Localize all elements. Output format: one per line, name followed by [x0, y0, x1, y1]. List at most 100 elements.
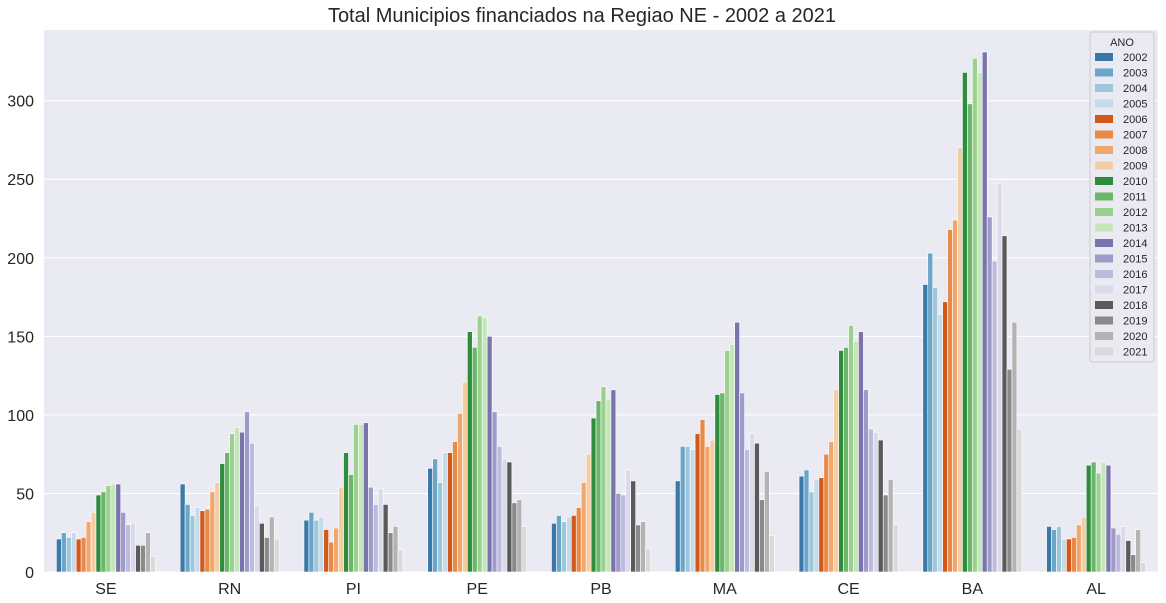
legend-label: 2008	[1123, 145, 1147, 157]
bar-PI-2006	[323, 529, 329, 573]
bar-SE-2015	[120, 512, 126, 573]
bar-AL-2015	[1110, 527, 1117, 573]
legend-swatch	[1095, 146, 1113, 154]
legend-label: 2004	[1123, 83, 1147, 95]
bar-PI-2015	[367, 486, 374, 573]
bar-PI-2011	[348, 474, 354, 573]
bar-AL-2019	[1130, 554, 1137, 573]
bar-PI-2014	[363, 422, 369, 573]
legend-swatch	[1095, 270, 1113, 278]
bar-PI-2020	[392, 526, 399, 573]
legend-swatch	[1095, 84, 1113, 92]
bar-MA-2005	[689, 449, 696, 573]
bar-MA-2019	[759, 499, 765, 573]
bar-AL-2013	[1100, 461, 1107, 573]
legend-label: 2011	[1123, 192, 1147, 204]
legend-box	[1089, 31, 1155, 363]
bar-MA-2013	[729, 343, 735, 573]
bar-CE-2013	[853, 340, 859, 573]
bar-PI-2008	[333, 527, 339, 573]
bar-CE-2006	[818, 477, 825, 573]
bar-PB-2021	[645, 548, 651, 573]
legend-swatch	[1095, 223, 1113, 232]
bar-PB-2007	[575, 507, 582, 573]
bar-CE-2021	[892, 524, 899, 573]
bar-PB-2016	[620, 494, 627, 573]
bar-BA-2007	[947, 229, 953, 573]
bar-PI-2010	[343, 452, 349, 573]
legend-label: 2002	[1123, 52, 1147, 64]
y-tick-label: 0	[25, 565, 34, 582]
legend-label: 2009	[1123, 161, 1147, 173]
bar-CE-2012	[848, 325, 854, 573]
bar-PB-2003	[556, 515, 562, 573]
legend-items: 2002 2003 2004 2005 2006 2007 2008 2009 2010 2011…	[1095, 52, 1147, 359]
bar-PE-2013	[481, 317, 488, 573]
bar-PB-2019	[635, 524, 641, 573]
legend-label: 2007	[1123, 130, 1147, 142]
bar-SE-2002	[56, 538, 62, 573]
bar-BA-2018	[1001, 235, 1008, 573]
bar-RN-2009	[214, 482, 221, 573]
bar-RN-2012	[229, 433, 235, 573]
bar-PE-2008	[457, 413, 463, 573]
bar-RN-2010	[219, 463, 226, 573]
legend-label: 2006	[1123, 114, 1147, 126]
bar-MA-2016	[744, 449, 750, 573]
bar-SE-2014	[115, 483, 122, 573]
y-tick-label: 150	[7, 329, 34, 346]
bar-PE-2016	[496, 446, 503, 573]
bar-AL-2016	[1115, 533, 1122, 573]
bar-PI-2013	[358, 424, 364, 573]
legend-label: 2018	[1123, 300, 1147, 312]
bar-MA-2015	[739, 392, 745, 573]
bar-BA-2011	[967, 103, 973, 573]
bar-MA-2020	[764, 471, 770, 573]
bar-BA-2009	[957, 147, 963, 573]
bar-PB-2011	[595, 400, 602, 573]
legend-label: 2015	[1123, 254, 1147, 266]
x-tick-label: PI	[346, 581, 361, 598]
legend-label: 2012	[1123, 207, 1147, 219]
bar-PI-2003	[308, 512, 315, 573]
bar-PI-2017	[377, 488, 384, 573]
bar-MA-2011	[719, 392, 726, 573]
bar-BA-2002	[922, 284, 929, 573]
bar-BA-2004	[932, 287, 938, 573]
bar-AL-2006	[1066, 538, 1072, 573]
x-tick-label: SE	[95, 581, 116, 598]
legend-label: 2005	[1123, 99, 1147, 111]
legend-label: 2020	[1123, 331, 1147, 343]
legend: ANO 2002 2003 2004 2005 2006 2007 2008 2009 2010…	[1089, 31, 1155, 363]
legend-label: 2003	[1123, 68, 1147, 80]
bar-BA-2010	[962, 72, 968, 573]
bar-AL-2010	[1085, 464, 1092, 573]
x-tick-label: CE	[837, 581, 859, 598]
bar-CE-2003	[803, 469, 810, 573]
legend-swatch	[1095, 161, 1113, 170]
bars	[56, 51, 1146, 573]
legend-swatch	[1095, 130, 1113, 139]
bar-RN-2011	[224, 452, 230, 573]
bar-RN-2019	[264, 537, 270, 573]
bar-CE-2005	[813, 479, 820, 573]
bar-PE-2011	[471, 347, 478, 573]
legend-swatch	[1095, 53, 1113, 61]
chart-title: Total Municipios financiados na Regiao N…	[328, 5, 836, 27]
bar-MA-2006	[694, 433, 701, 573]
y-tick-label: 200	[7, 251, 34, 268]
bar-MA-2021	[769, 535, 775, 573]
bar-CE-2002	[798, 475, 805, 573]
bar-PB-2008	[580, 482, 587, 573]
bar-CE-2014	[858, 331, 864, 573]
x-tick-label: PB	[590, 581, 611, 598]
bar-PE-2009	[462, 381, 468, 573]
legend-swatch	[1095, 332, 1113, 340]
bar-PB-2017	[625, 469, 632, 573]
legend-swatch	[1095, 347, 1113, 356]
legend-label: 2019	[1123, 316, 1147, 328]
bar-MA-2009	[709, 439, 716, 573]
bar-SE-2009	[90, 512, 97, 573]
bar-BA-2020	[1011, 321, 1018, 573]
bar-SE-2016	[125, 524, 131, 573]
